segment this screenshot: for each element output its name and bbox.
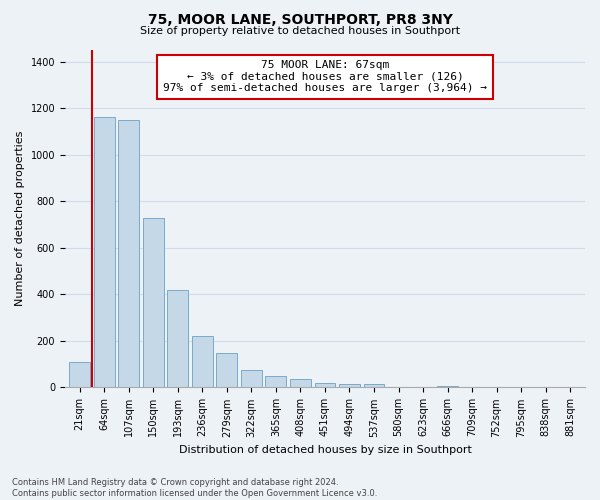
Bar: [339, 384, 360, 388]
Bar: [217, 352, 237, 388]
Bar: [437, 386, 458, 388]
Bar: [69, 362, 90, 388]
Bar: [364, 384, 385, 388]
Text: 75, MOOR LANE, SOUTHPORT, PR8 3NY: 75, MOOR LANE, SOUTHPORT, PR8 3NY: [148, 12, 452, 26]
Bar: [94, 118, 115, 388]
X-axis label: Distribution of detached houses by size in Southport: Distribution of detached houses by size …: [179, 445, 472, 455]
Bar: [167, 290, 188, 388]
Text: Size of property relative to detached houses in Southport: Size of property relative to detached ho…: [140, 26, 460, 36]
Bar: [241, 370, 262, 388]
Text: Contains HM Land Registry data © Crown copyright and database right 2024.
Contai: Contains HM Land Registry data © Crown c…: [12, 478, 377, 498]
Bar: [290, 380, 311, 388]
Bar: [265, 376, 286, 388]
Bar: [192, 336, 213, 388]
Bar: [143, 218, 164, 388]
Bar: [314, 383, 335, 388]
Text: 75 MOOR LANE: 67sqm
← 3% of detached houses are smaller (126)
97% of semi-detach: 75 MOOR LANE: 67sqm ← 3% of detached hou…: [163, 60, 487, 94]
Y-axis label: Number of detached properties: Number of detached properties: [15, 131, 25, 306]
Bar: [118, 120, 139, 388]
